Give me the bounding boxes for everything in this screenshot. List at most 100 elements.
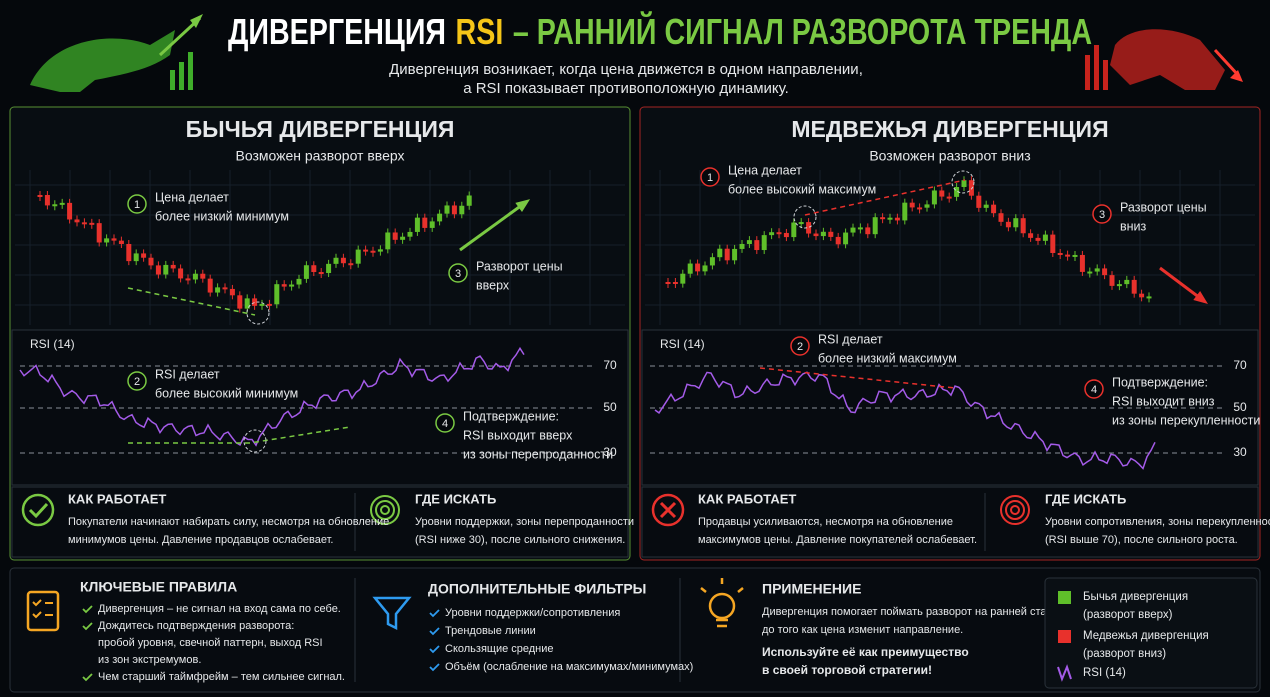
candle bbox=[702, 265, 708, 272]
candle bbox=[828, 231, 834, 237]
candle bbox=[311, 265, 317, 273]
candle bbox=[769, 232, 775, 236]
candle bbox=[1139, 293, 1145, 298]
annotation-number: 4 bbox=[1091, 384, 1097, 396]
box-text: Уровни поддержки, зоны перепроданности bbox=[415, 516, 634, 528]
candle bbox=[909, 202, 915, 208]
divergence-line bbox=[759, 367, 956, 389]
candle bbox=[326, 263, 332, 274]
candle bbox=[141, 253, 147, 258]
check bbox=[82, 673, 93, 682]
rsi-level-label: 30 bbox=[1233, 445, 1247, 459]
icon-funnel bbox=[372, 596, 412, 631]
annotation-text: RSI делает bbox=[818, 332, 883, 346]
info-box bbox=[11, 486, 629, 558]
candle bbox=[237, 295, 243, 309]
pivot-highlight bbox=[793, 205, 817, 229]
candle bbox=[939, 190, 945, 197]
annotation-text: RSI выходит вверх bbox=[463, 428, 573, 442]
filter-text: Уровни поддержки/сопротивления bbox=[445, 607, 620, 619]
icon-ring bbox=[651, 493, 685, 527]
candle bbox=[680, 273, 686, 284]
candle bbox=[289, 284, 295, 287]
annotation-number: 3 bbox=[455, 268, 461, 280]
candle bbox=[739, 243, 745, 249]
box-title: КАК РАБОТАЕТ bbox=[698, 491, 796, 506]
candle bbox=[865, 227, 871, 235]
candle bbox=[820, 231, 826, 237]
pivot-highlight bbox=[246, 301, 270, 325]
legend-frame bbox=[1044, 577, 1258, 689]
icon-target bbox=[1010, 505, 1020, 515]
candle bbox=[1028, 233, 1034, 238]
box-text: максимумов цены. Давление покупателей ос… bbox=[698, 534, 977, 546]
candle bbox=[96, 223, 102, 243]
annotation-number: 1 bbox=[707, 172, 713, 184]
candle bbox=[333, 257, 339, 264]
legend-text: Медвежья дивергенция bbox=[1083, 630, 1209, 642]
check bbox=[82, 622, 93, 631]
icon-target bbox=[370, 495, 400, 525]
pivot-highlight bbox=[951, 170, 975, 194]
candle bbox=[222, 287, 228, 290]
candle bbox=[407, 231, 413, 237]
subtitle: Дивергенция возникает, когда цена движет… bbox=[389, 61, 863, 78]
annotation-text: Разворот цены bbox=[476, 259, 563, 273]
candle bbox=[1042, 234, 1048, 241]
candle bbox=[976, 195, 982, 208]
candle bbox=[1013, 218, 1019, 228]
candle bbox=[244, 298, 250, 309]
candle bbox=[74, 219, 80, 223]
candle bbox=[1072, 254, 1078, 257]
candle bbox=[259, 303, 265, 306]
candle bbox=[296, 278, 302, 285]
application-title: ПРИМЕНЕНИЕ bbox=[762, 581, 861, 597]
icon-clipboard-lines bbox=[32, 599, 53, 619]
candle bbox=[1050, 234, 1056, 253]
candle bbox=[37, 195, 43, 197]
annotation-badge bbox=[435, 413, 455, 433]
candle bbox=[746, 240, 752, 244]
candle bbox=[880, 217, 886, 220]
rsi-level-label: 70 bbox=[603, 358, 617, 372]
filter-text: Объём (ослабление на максимумах/минимума… bbox=[445, 661, 693, 673]
bottom-frame bbox=[9, 567, 1261, 693]
candle bbox=[983, 204, 989, 208]
candle bbox=[1035, 237, 1041, 241]
candle bbox=[732, 248, 738, 261]
annotation-number: 2 bbox=[797, 341, 803, 353]
candle bbox=[783, 232, 789, 238]
candle bbox=[207, 278, 213, 293]
candle bbox=[843, 232, 849, 245]
panel-title: МЕДВЕЖЬЯ ДИВЕРГЕНЦИЯ bbox=[791, 116, 1108, 142]
annotation-text: Цена делает bbox=[155, 190, 229, 204]
candle bbox=[1005, 221, 1011, 228]
trend-arrow bbox=[1159, 266, 1201, 300]
candle bbox=[44, 195, 50, 206]
candle bbox=[902, 202, 908, 221]
candle bbox=[133, 253, 139, 262]
candle bbox=[991, 204, 997, 214]
page-title: ДИВЕРГЕНЦИЯRSI– РАННИЙ СИГНАЛ РАЗВОРОТА … bbox=[228, 10, 1092, 52]
rule-text: из зон экстремумов. bbox=[98, 654, 201, 666]
legend-text: (разворот вниз) bbox=[1083, 648, 1166, 660]
annotation-badge bbox=[1092, 204, 1112, 224]
candle bbox=[687, 263, 693, 274]
box-text: (RSI выше 70), после сильного роста. bbox=[1045, 534, 1238, 546]
legend-text: Бычья дивергенция bbox=[1083, 591, 1188, 603]
annotation-text: Подтверждение: bbox=[1112, 375, 1208, 389]
divergence-line bbox=[128, 426, 351, 444]
annotation-number: 1 bbox=[134, 199, 140, 211]
annotation-text: более высокий минимум bbox=[155, 386, 298, 400]
icon-check bbox=[28, 502, 49, 519]
candle bbox=[81, 222, 87, 225]
candle bbox=[1079, 254, 1085, 272]
title-start: ДИВЕРГЕНЦИЯ bbox=[228, 11, 446, 52]
candle bbox=[776, 232, 782, 235]
application-highlight: в своей торговой стратегии! bbox=[762, 663, 932, 677]
candle bbox=[813, 233, 819, 237]
candle bbox=[348, 263, 354, 266]
candle bbox=[798, 222, 804, 225]
application-text: до того как цена изменит направление. bbox=[762, 624, 963, 636]
